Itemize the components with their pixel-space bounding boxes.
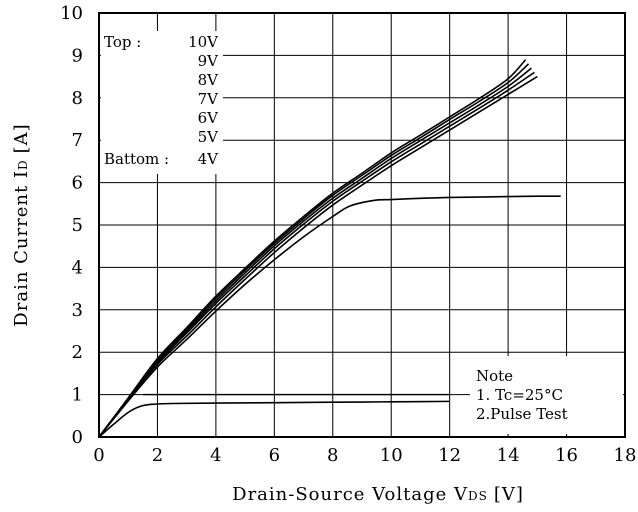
y-tick-label: 4 [72, 257, 83, 278]
legend-entry-10v: 10V [188, 33, 219, 51]
x-axis-label-sub: DS [468, 489, 488, 503]
y-axis-label-text: Drain Current I [11, 170, 32, 327]
y-tick-label: 1 [72, 385, 83, 406]
x-tick-label: 14 [497, 445, 520, 466]
series-line-9v [98, 63, 530, 438]
series-line-7v [98, 71, 535, 438]
legend-top-label: Top : [104, 33, 141, 51]
y-tick-label: 9 [72, 45, 83, 66]
x-tick-label: 8 [327, 445, 338, 466]
legend-entry-8v: 8V [198, 71, 220, 89]
legend-entry-6v: 6V [198, 109, 220, 127]
note-line-1: 1. Tc=25°C [476, 386, 563, 404]
legend-bottom-label: Battom : [104, 150, 169, 168]
x-axis-label: Drain-Source Voltage VDS [V] [232, 484, 524, 505]
y-axis-label-unit: [A] [11, 123, 32, 153]
legend-background [101, 31, 223, 174]
y-tick-label: 8 [72, 88, 83, 109]
y-tick-label: 6 [72, 173, 83, 194]
y-tick-label: 0 [72, 427, 83, 448]
x-tick-label: 0 [93, 445, 104, 466]
x-tick-label: 4 [210, 445, 221, 466]
y-tick-label: 7 [72, 130, 83, 151]
legend-entry-4v: 4V [198, 150, 220, 168]
series-line-4v [98, 400, 450, 438]
y-axis-label-sub: D [16, 159, 30, 170]
note-line-2: 2.Pulse Test [476, 405, 568, 423]
y-tick-label: 5 [72, 215, 83, 236]
legend-entry-9v: 9V [198, 52, 220, 70]
x-tick-label: 10 [380, 445, 403, 466]
x-tick-label: 18 [614, 445, 637, 466]
x-tick-labels: 0 2 4 6 8 10 12 14 16 18 [93, 445, 636, 466]
series-line-10v [98, 59, 527, 438]
x-tick-label: 12 [438, 445, 461, 466]
legend-entry-7v: 7V [198, 90, 220, 108]
x-axis-label-text: Drain-Source Voltage V [232, 484, 468, 505]
x-tick-label: 2 [152, 445, 163, 466]
note-title: Note [476, 367, 513, 385]
y-tick-label: 10 [60, 3, 83, 24]
series-line-5v [98, 195, 561, 438]
y-axis-label: Drain Current ID [A] [11, 123, 32, 326]
series-line-6v [98, 75, 538, 438]
legend-entry-5v: 5V [198, 128, 220, 146]
y-tick-labels: 0 1 2 3 4 5 6 7 8 9 10 [60, 3, 83, 448]
note-background [470, 356, 623, 434]
x-tick-label: 6 [269, 445, 280, 466]
x-axis-label-unit: [V] [494, 484, 524, 505]
series-lines [98, 59, 561, 438]
x-tick-label: 16 [555, 445, 578, 466]
y-tick-label: 3 [72, 300, 83, 321]
series-line-8v [98, 67, 532, 438]
y-tick-label: 2 [72, 342, 83, 363]
